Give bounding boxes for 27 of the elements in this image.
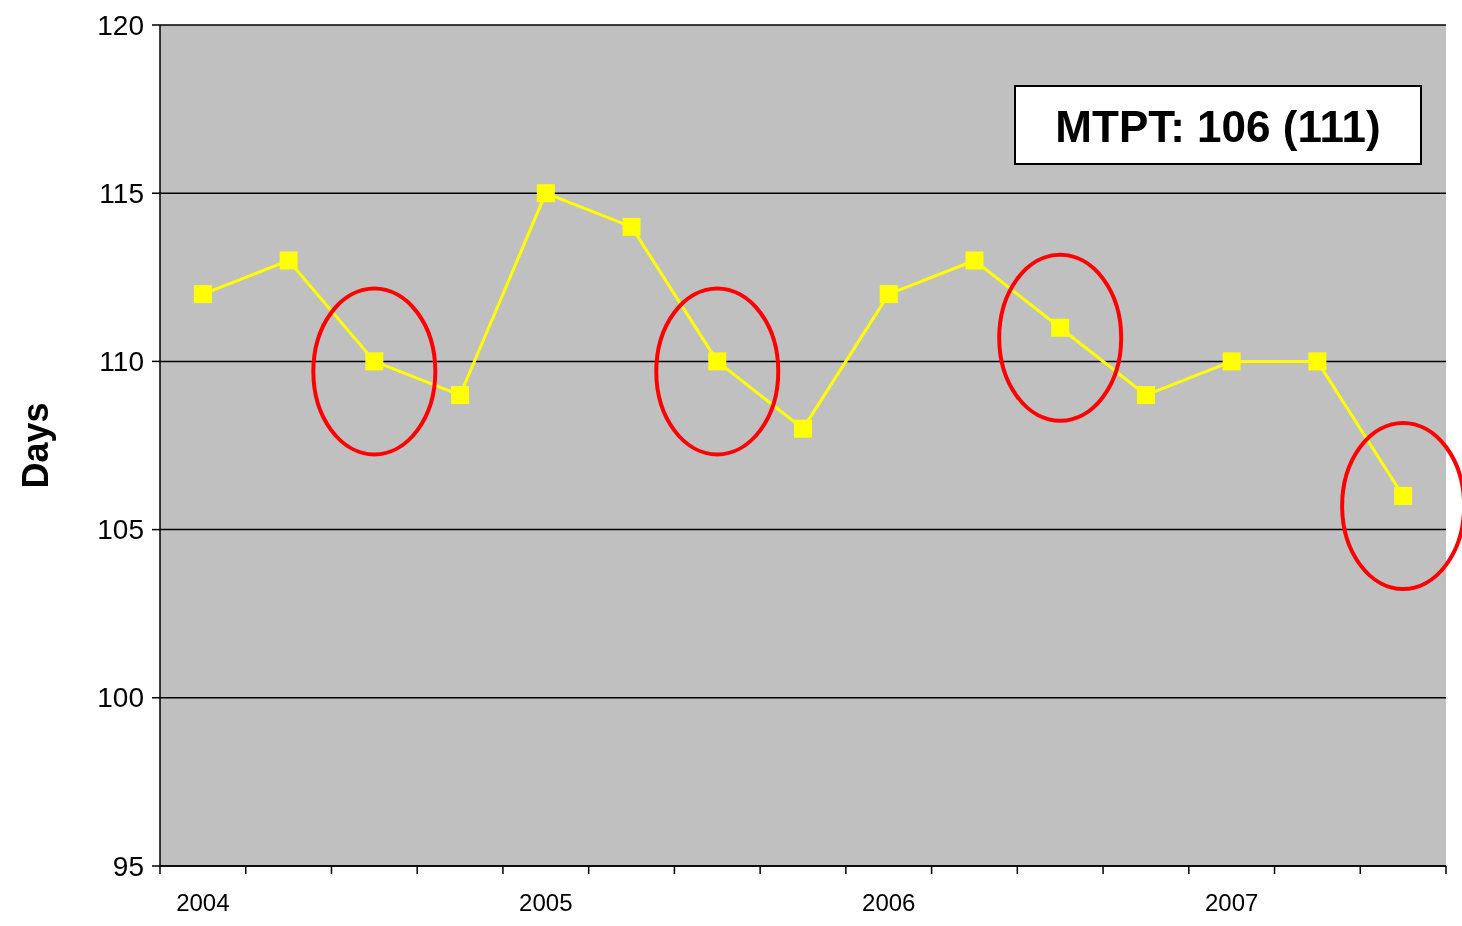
point	[279, 251, 298, 270]
y-tick-label: 120	[97, 9, 144, 41]
x-tick-label: 2005	[519, 889, 573, 916]
y-tick-label: 95	[112, 850, 144, 882]
point	[451, 386, 470, 405]
point	[365, 352, 384, 371]
y-tick-label: 110	[99, 345, 144, 377]
point	[536, 184, 555, 203]
point	[622, 217, 641, 236]
point	[879, 285, 898, 304]
x-tick-label: 2006	[862, 889, 916, 916]
annotation: MTPT: 106 (111)	[1055, 101, 1381, 151]
y-axis-title: Days	[15, 402, 56, 489]
point	[1394, 486, 1413, 505]
point	[1222, 352, 1241, 371]
point	[1051, 318, 1070, 337]
point	[708, 352, 727, 371]
point	[965, 251, 984, 270]
point	[1136, 386, 1155, 405]
x-tick-label: 2004	[176, 889, 230, 916]
point	[794, 419, 812, 438]
point	[193, 285, 212, 304]
point	[1308, 352, 1327, 371]
y-tick-label: 100	[97, 682, 144, 714]
y-tick-label: 105	[97, 514, 144, 546]
y-tick-label: 115	[99, 177, 144, 209]
x-tick-label: 2007	[1204, 889, 1259, 916]
